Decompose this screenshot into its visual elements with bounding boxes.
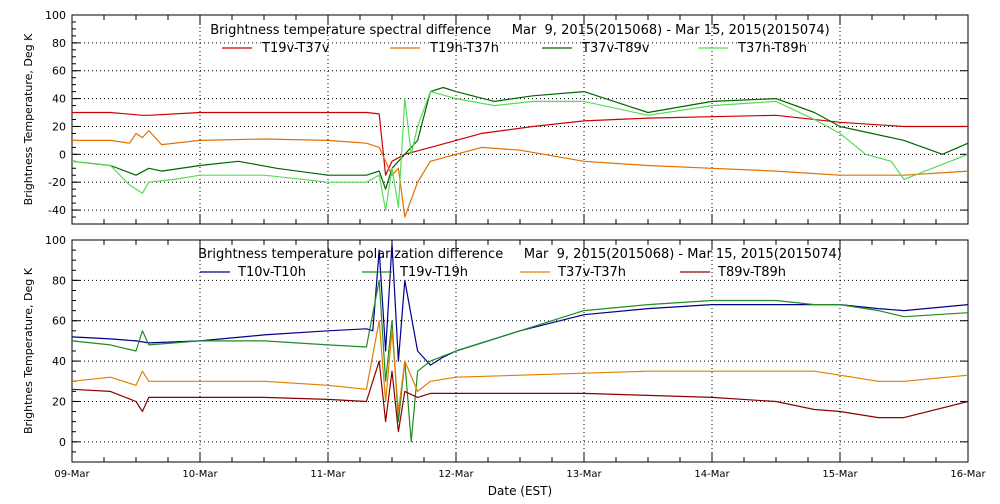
x-tick-label: 11-Mar	[310, 469, 346, 480]
x-tick-label: 14-Mar	[694, 469, 730, 480]
y-tick-label: 80	[52, 274, 66, 287]
series-line-T10v-T10h	[71, 243, 969, 366]
legend-label: T10v-T10h	[237, 265, 306, 280]
chart-title: Brightness temperature spectral differen…	[210, 23, 829, 38]
y-tick-label: 60	[52, 65, 66, 78]
x-tick-label: 12-Mar	[438, 469, 474, 480]
y-tick-label: 40	[52, 355, 66, 368]
series-line-T89v-T89h	[71, 360, 969, 433]
x-tick-label: 10-Mar	[182, 469, 218, 480]
plot-frame	[71, 14, 969, 225]
y-tick-label: 100	[45, 9, 66, 22]
plot-frame	[71, 239, 969, 463]
legend-label: T37v-T89v	[581, 41, 650, 56]
series-line-T37h-T89h	[71, 90, 969, 211]
x-tick-label: 13-Mar	[566, 469, 602, 480]
series-line-T19h-T37h	[72, 130, 969, 218]
x-axis-label: Date (EST)	[488, 484, 552, 498]
y-axis-label: Brightness Temperature, Deg K	[22, 33, 35, 205]
y-tick-label: -40	[48, 204, 66, 217]
legend-label: T89v-T89h	[717, 265, 786, 280]
y-tick-label: 20	[52, 120, 66, 133]
series-line-T37v-T37h	[71, 320, 969, 413]
legend-label: T19v-T19h	[399, 265, 468, 280]
legend-label: T19h-T37h	[429, 41, 499, 56]
series-line-T19v-T19h	[71, 279, 969, 443]
y-tick-label: 60	[52, 315, 66, 328]
x-tick-label: 09-Mar	[54, 469, 90, 480]
y-tick-label: 40	[52, 93, 66, 106]
legend-label: T19v-T37v	[261, 41, 330, 56]
series-line-T19v-T37v	[72, 111, 968, 176]
series-line-T37v-T89v	[71, 86, 969, 190]
x-tick-label: 16-Mar	[950, 469, 986, 480]
y-tick-label: 20	[52, 395, 66, 408]
panel-1: -40 -20 0 20 40 60 80 100 Brightness Temperature…	[22, 9, 969, 225]
y-axis-label: Brightnes Temperature, Deg K	[22, 267, 35, 434]
y-tick-label: 0	[59, 148, 66, 161]
y-tick-label: 100	[45, 234, 66, 247]
y-tick-label: 80	[52, 37, 66, 50]
y-tick-label: 0	[59, 436, 66, 449]
chart-title: Brightness temperature polarization diff…	[198, 247, 842, 262]
legend-label: T37h-T89h	[737, 41, 807, 56]
panel-2: 0 20 40 60 80 100 Brightnes Temperature, Deg K…	[22, 234, 986, 498]
y-tick-label: -20	[48, 176, 66, 189]
x-tick-label: 15-Mar	[822, 469, 858, 480]
legend-label: T37v-T37h	[557, 265, 626, 280]
